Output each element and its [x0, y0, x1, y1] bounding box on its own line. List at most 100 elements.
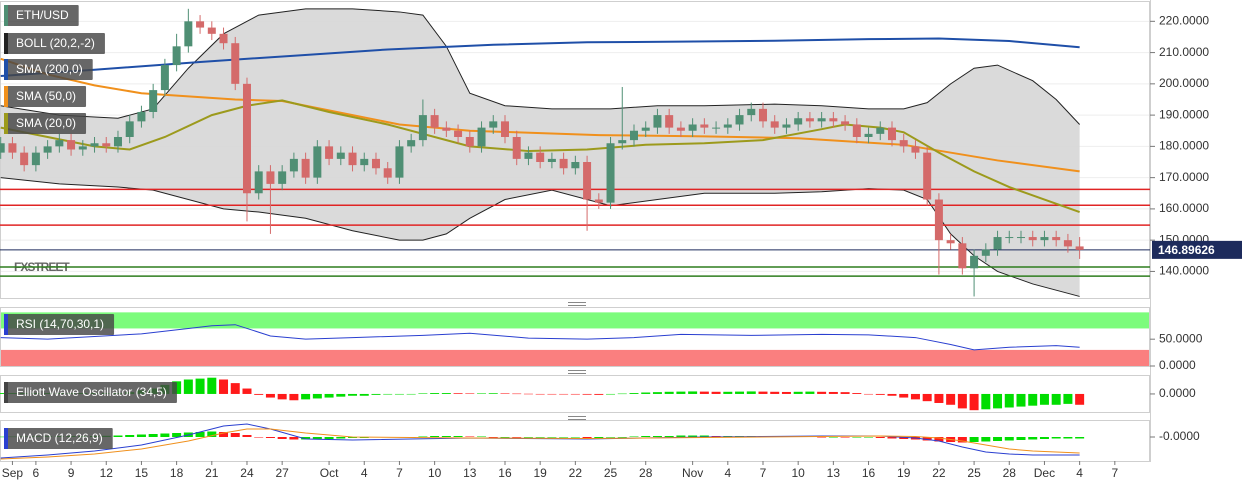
- histogram-bar: [113, 435, 123, 437]
- bar: [207, 377, 217, 394]
- candle-body: [0, 143, 5, 153]
- bar: [840, 392, 850, 394]
- legend-label: RSI (14,70,30,1): [16, 317, 104, 331]
- histogram-bar: [148, 434, 158, 437]
- histogram-bar: [981, 437, 991, 442]
- bar: [195, 378, 205, 394]
- candle-body: [149, 90, 158, 112]
- candle-body: [289, 158, 298, 172]
- x-tick-label: 15: [135, 466, 149, 480]
- bar: [758, 391, 768, 394]
- candle-body: [489, 121, 498, 128]
- histogram-bar: [207, 431, 217, 437]
- candle-body: [700, 124, 709, 128]
- x-tick-label: 18: [170, 466, 184, 480]
- bar: [219, 379, 229, 394]
- last-price-box: [1152, 240, 1242, 259]
- bar: [1063, 393, 1073, 404]
- x-tick-label: 21: [205, 466, 219, 480]
- histogram-bar: [324, 437, 334, 439]
- candle-body: [911, 146, 920, 153]
- candle-body: [958, 243, 967, 269]
- histogram-bar: [242, 435, 252, 437]
- candle-body: [125, 121, 134, 137]
- legend-swatch: [4, 382, 8, 403]
- histogram-bar: [899, 437, 909, 439]
- bar: [559, 393, 569, 395]
- bar: [301, 393, 311, 400]
- histogram-bar: [817, 437, 827, 438]
- histogram-bar: [430, 436, 440, 437]
- x-tick-label: 4: [361, 466, 368, 480]
- legend-swatch: [4, 86, 8, 107]
- candle-body: [794, 118, 803, 125]
- candle-body: [782, 124, 791, 128]
- bar: [1004, 393, 1014, 408]
- x-tick-label: 6: [33, 466, 40, 480]
- candle-body: [970, 255, 979, 269]
- histogram-bar: [852, 437, 862, 438]
- histogram-bar: [828, 437, 838, 438]
- candle-body: [465, 136, 474, 147]
- histogram-bar: [652, 436, 662, 437]
- histogram-bar: [969, 437, 979, 442]
- histogram-bar: [277, 437, 287, 439]
- x-tick-label: 22: [569, 466, 583, 480]
- legend-box: [4, 5, 79, 26]
- histogram-bar: [1039, 437, 1049, 439]
- macd-line: [0, 428, 1080, 460]
- candle-body: [231, 43, 240, 84]
- x-tick-label: Sep: [2, 466, 24, 480]
- y-tick-label: 190.0000: [1159, 107, 1209, 121]
- candle-body: [266, 171, 275, 184]
- bar: [899, 393, 909, 398]
- bar: [359, 393, 369, 396]
- histogram-bar: [477, 436, 487, 437]
- x-tick-label: 4: [724, 466, 731, 480]
- legend-item: SMA (50,0): [4, 86, 87, 107]
- bar: [371, 393, 381, 395]
- bar: [1051, 393, 1061, 405]
- candle-body: [254, 171, 263, 194]
- bar: [312, 393, 322, 399]
- bar: [348, 393, 358, 396]
- candle-body: [196, 21, 205, 28]
- candle-body: [665, 115, 674, 128]
- candle-body: [571, 162, 580, 169]
- histogram-bar: [547, 437, 557, 438]
- legend-swatch: [4, 314, 8, 335]
- bar: [570, 393, 580, 395]
- bar: [699, 391, 709, 394]
- candle-body: [583, 162, 592, 200]
- candle-body: [500, 121, 509, 137]
- bar: [688, 391, 698, 394]
- bar: [1016, 393, 1026, 407]
- histogram-bar: [523, 437, 533, 438]
- candle-body: [1052, 237, 1061, 241]
- candle-body: [371, 158, 380, 169]
- candle-body: [336, 152, 345, 159]
- candle-body: [325, 146, 334, 159]
- histogram-bar: [535, 437, 545, 438]
- x-tick-label: 25: [604, 466, 618, 480]
- histogram-bar: [993, 437, 1003, 441]
- x-tick-label: 12: [100, 466, 114, 480]
- x-tick-label: Nov: [682, 466, 703, 480]
- candle-body: [747, 108, 756, 116]
- candle-body: [242, 83, 251, 194]
- bar: [324, 393, 334, 398]
- x-tick-label: Oct: [320, 466, 339, 480]
- candle-body: [313, 146, 322, 178]
- histogram-bar: [864, 437, 874, 438]
- bar: [488, 393, 498, 394]
- bar: [934, 393, 944, 403]
- candle-body: [1075, 246, 1084, 250]
- x-tick-label: 25: [967, 466, 981, 480]
- histogram-bar: [1075, 437, 1085, 439]
- histogram-bar: [1051, 437, 1061, 439]
- x-tick-label: 19: [897, 466, 911, 480]
- candle-body: [817, 118, 826, 122]
- legend-swatch: [4, 428, 8, 449]
- histogram-bar: [957, 437, 967, 443]
- candle-body: [1016, 237, 1025, 239]
